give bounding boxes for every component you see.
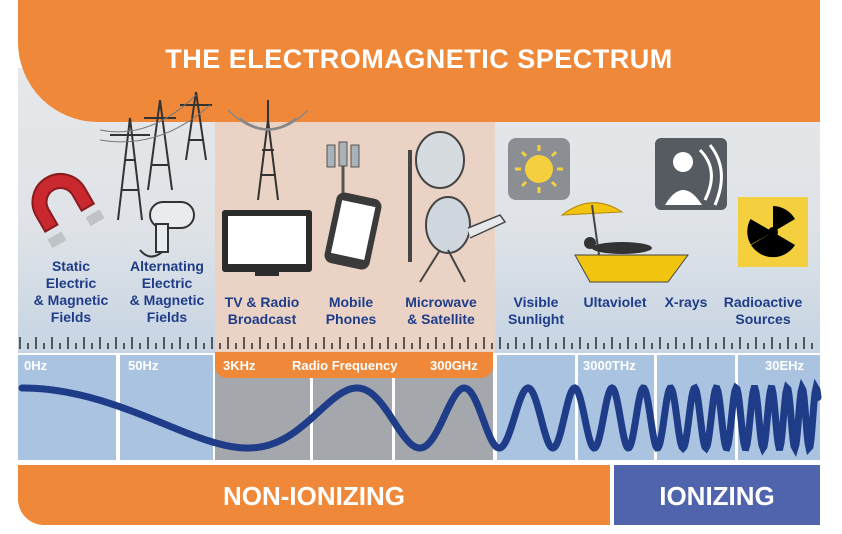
satellite-dish-icon (408, 131, 507, 283)
label-mobile-phones: Mobile Phones (325, 294, 377, 327)
non-ionizing-bar (18, 465, 610, 525)
freq-30ehz: 30EHz (765, 358, 805, 373)
sun-icon (508, 138, 570, 200)
radio-frequency-bar (215, 352, 493, 378)
freq-3khz: 3KHz (223, 358, 256, 373)
label-static-fields: Static Electric & Magnetic Fields (33, 258, 109, 325)
freq-0hz: 0Hz (24, 358, 48, 373)
label-tv-radio: TV & Radio Broadcast (224, 294, 300, 327)
mobile-phone-icon (324, 192, 382, 270)
label-microwave-satellite: Microwave & Satellite (405, 294, 477, 327)
tv-icon (222, 210, 312, 276)
freq-50hz: 50Hz (128, 358, 159, 373)
header-banner (18, 0, 820, 122)
non-ionizing-label: NON-IONIZING (223, 481, 405, 511)
freq-300ghz: 300GHz (430, 358, 478, 373)
label-radioactive-sources: Radioactive Sources (723, 294, 803, 327)
freq-3000thz: 3000THz (583, 358, 636, 373)
sunbather-icon (560, 202, 689, 283)
label-alternating-fields: Alternating Electric & Magnetic Fields (129, 258, 205, 325)
tv-radio-tower-icon (227, 100, 309, 201)
label-visible-sunlight: Visible Sunlight (508, 294, 564, 327)
power-line-tower-icon (99, 91, 212, 221)
band-static (18, 355, 116, 460)
label-ultraviolet: Ultaviolet (583, 294, 647, 310)
band-alternating (120, 355, 213, 460)
freq-radio-frequency: Radio Frequency (292, 358, 398, 373)
xray-icon (655, 138, 727, 210)
ionizing-bar (614, 465, 820, 525)
label-xrays: X-rays (664, 294, 708, 310)
radiation-icon (738, 197, 808, 267)
magnet-icon (31, 173, 105, 249)
frequency-wave (18, 378, 822, 457)
hair-dryer-icon (139, 201, 195, 258)
ionizing-label: IONIZING (659, 481, 775, 511)
page-title: THE ELECTROMAGNETIC SPECTRUM (165, 44, 673, 74)
ruler-ticks (19, 337, 813, 349)
